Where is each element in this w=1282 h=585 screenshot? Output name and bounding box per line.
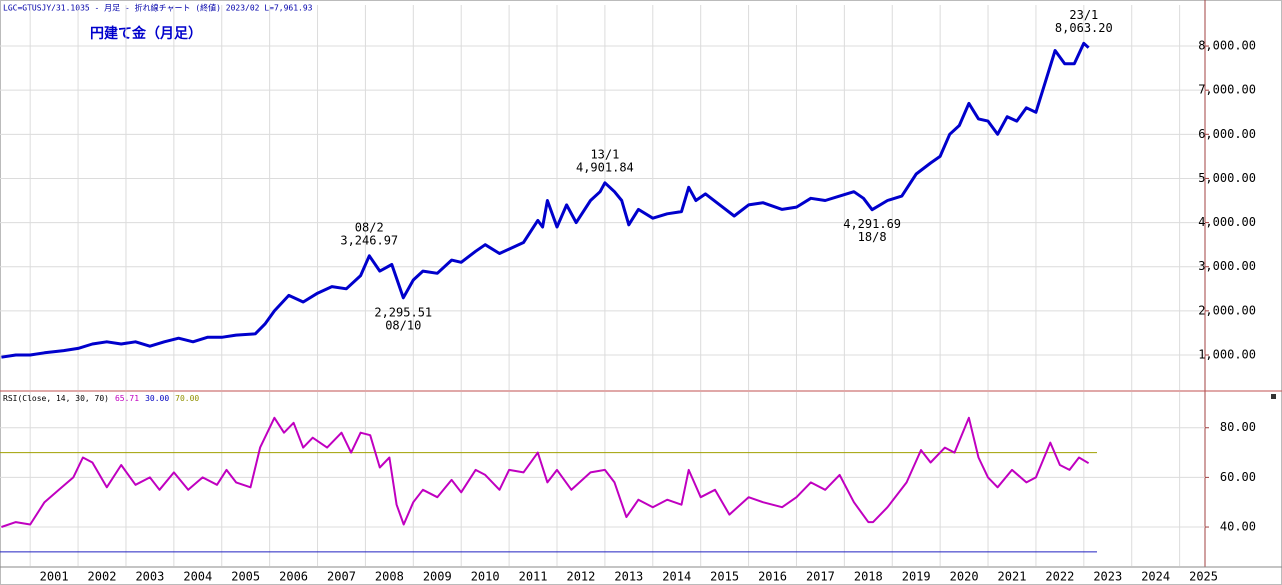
annotation-date: 08/2 <box>355 220 384 234</box>
header-part: 65.71 <box>115 394 139 403</box>
y-tick-label: 6,000.00 <box>1198 127 1256 141</box>
x-tick-label: 2011 <box>519 570 548 584</box>
y-tick-label: 80.00 <box>1220 420 1256 434</box>
header-part: 30.00 <box>145 394 169 403</box>
annotation-value: 8,063.20 <box>1055 21 1113 35</box>
x-tick-label: 2004 <box>183 570 212 584</box>
x-tick-label: 2002 <box>88 570 117 584</box>
chart-header: LGC=GTUSJY/31.1035 - 月足 - 折れ線チャート (終値) 2… <box>3 3 313 13</box>
annotation-date: 08/10 <box>385 318 421 332</box>
annotation-date: 18/8 <box>858 230 887 244</box>
x-tick-label: 2018 <box>854 570 883 584</box>
x-tick-label: 2010 <box>471 570 500 584</box>
annotation-date: 13/1 <box>590 147 619 161</box>
y-tick-label: 2,000.00 <box>1198 303 1256 317</box>
x-tick-label: 2015 <box>710 570 739 584</box>
x-tick-label: 2006 <box>279 570 308 584</box>
x-tick-label: 2008 <box>375 570 404 584</box>
panel-header: RSI(Close, 14, 30, 70) 65.71 30.00 70.00 <box>3 394 199 403</box>
x-tick-label: 2009 <box>423 570 452 584</box>
annotation-value: 4,901.84 <box>576 160 634 174</box>
x-tick-label: 2024 <box>1141 570 1170 584</box>
x-tick-label: 2003 <box>135 570 164 584</box>
header-part: RSI(Close, 14, 30, 70) <box>3 394 109 403</box>
x-tick-label: 2019 <box>902 570 931 584</box>
x-tick-label: 2007 <box>327 570 356 584</box>
x-tick-label: 2021 <box>998 570 1027 584</box>
header-part: 70.00 <box>175 394 199 403</box>
y-tick-label: 8,000.00 <box>1198 39 1256 53</box>
chart-title: 円建て金（月足） <box>90 25 202 42</box>
x-tick-label: 2022 <box>1045 570 1074 584</box>
y-tick-label: 1,000.00 <box>1198 348 1256 362</box>
x-tick-label: 2001 <box>40 570 69 584</box>
x-tick-label: 2012 <box>566 570 595 584</box>
annotation-value: 2,295.51 <box>374 305 432 319</box>
x-tick-label: 2014 <box>662 570 691 584</box>
line-series <box>1 41 1090 359</box>
x-tick-label: 2017 <box>806 570 835 584</box>
panel-box <box>1271 394 1276 399</box>
x-tick-label: 2005 <box>231 570 260 584</box>
y-tick-label: 5,000.00 <box>1198 171 1256 185</box>
line-series <box>1 416 1090 528</box>
x-tick-label: 2023 <box>1093 570 1122 584</box>
y-tick-label: 4,000.00 <box>1198 215 1256 229</box>
x-tick-label: 2013 <box>614 570 643 584</box>
annotation-value: 4,291.69 <box>843 217 901 231</box>
x-tick-label: 2025 <box>1189 570 1218 584</box>
y-tick-label: 3,000.00 <box>1198 259 1256 273</box>
y-tick-label: 40.00 <box>1220 520 1256 534</box>
annotation-value: 3,246.97 <box>340 233 398 247</box>
annotation-date: 23/1 <box>1069 8 1098 22</box>
x-tick-label: 2016 <box>758 570 787 584</box>
x-tick-label: 2020 <box>950 570 979 584</box>
y-tick-label: 60.00 <box>1220 470 1256 484</box>
y-tick-label: 7,000.00 <box>1198 83 1256 97</box>
